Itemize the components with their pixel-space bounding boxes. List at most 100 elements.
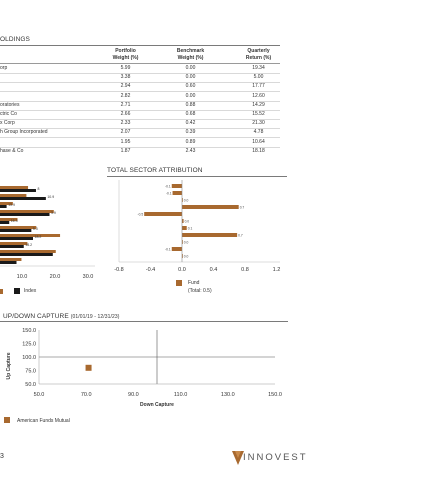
left-bar-fund xyxy=(0,242,28,245)
attribution-x-tick: 0.8 xyxy=(241,267,249,273)
brand-logo-icon xyxy=(232,451,244,465)
row-divider xyxy=(0,146,280,148)
holdings-title-rule xyxy=(0,45,280,46)
col-quarterly-return-label1: Quarterly xyxy=(247,48,270,54)
updown-legend-swatch xyxy=(4,417,10,423)
holding-name: orp xyxy=(0,65,8,71)
attribution-chart: -0.1 -0.1 0.0 0.7 -0.5 0.0 0.1 0.7 0.0 -0.1 0.0 -0… xyxy=(114,180,280,273)
col-portfolio-weight-header: Portfolio Weight (%) xyxy=(103,48,148,62)
holding-quarterly-return: 18.18 xyxy=(252,147,265,154)
holding-name: hase & Co xyxy=(0,147,24,154)
holding-portfolio-weight: 2.66 xyxy=(120,111,131,117)
updown-x-tick: 50.0 xyxy=(34,392,45,398)
row-divider xyxy=(0,72,280,74)
left-bar-index xyxy=(0,221,10,224)
col-quarterly-return-header: Quarterly Return (%) xyxy=(236,48,281,62)
left-x-tick: 20.0 xyxy=(50,274,61,280)
updown-y-tick: 100.0 xyxy=(22,355,36,361)
row-divider xyxy=(0,118,280,120)
holding-benchmark-weight: 0.60 xyxy=(185,83,196,90)
attribution-x-ticks: -0.8 -0.4 0.0 0.4 0.8 1.2 xyxy=(114,267,280,273)
attribution-bar-label: 0.7 xyxy=(240,205,245,209)
left-bar-label: 18.2 xyxy=(35,235,42,239)
holding-benchmark-weight: 0.00 xyxy=(185,65,196,71)
holding-portfolio-weight: 2.71 xyxy=(120,101,131,108)
attribution-bar-label: -0.1 xyxy=(165,184,171,188)
left-legend-index-swatch xyxy=(14,288,20,294)
left-bar-label: 18.2 xyxy=(25,243,32,247)
updown-x-ticks: 50.0 70.0 90.0 110.0 130.0 150.0 xyxy=(34,392,282,398)
row-divider xyxy=(0,128,280,130)
col-portfolio-weight-label2: Weight (%) xyxy=(112,54,139,61)
left-bar-index xyxy=(0,213,50,216)
updown-x-tick: 70.0 xyxy=(81,392,92,398)
updown-y-label: Up Capture xyxy=(6,352,12,379)
updown-subtitle: (01/01/19 - 12/31/23) xyxy=(70,314,120,320)
left-bar-fund xyxy=(0,202,13,205)
row-divider xyxy=(0,91,280,93)
updown-y-tick: 75.0 xyxy=(25,368,36,374)
left-bar-label: 16.3 xyxy=(11,219,18,223)
attribution-bar-label: -0.1 xyxy=(166,191,172,195)
updown-legend-label: American Funds Mutual xyxy=(17,418,70,424)
row-divider xyxy=(0,109,280,111)
holding-quarterly-return: 5.00 xyxy=(253,74,264,81)
col-portfolio-weight-label1: Portfolio xyxy=(115,48,136,54)
holding-benchmark-weight: 0.42 xyxy=(185,120,196,127)
col-benchmark-weight-header: Benchmark Weight (%) xyxy=(168,48,213,62)
left-bar-fund xyxy=(0,226,37,229)
updown-point-american-funds-mutual xyxy=(85,364,92,371)
attribution-title: TOTAL SECTOR ATTRIBUTION xyxy=(107,167,203,174)
left-bar-index xyxy=(0,189,36,192)
attribution-bar xyxy=(182,254,183,258)
left-bar-index xyxy=(0,253,53,256)
col-benchmark-weight-label1: Benchmark xyxy=(176,48,205,54)
left-bar-label: 13.9 xyxy=(8,203,15,207)
holding-portfolio-weight: 1.87 xyxy=(120,147,131,154)
updown-y-ticks: 150.0 125.0 100.0 75.0 50.0 xyxy=(22,328,36,388)
attribution-x-tick: 0.0 xyxy=(178,267,186,273)
holding-portfolio-weight: 2.33 xyxy=(120,120,131,127)
attribution-bar xyxy=(171,247,182,251)
attribution-legend-total: (Total: 0.5) xyxy=(188,288,212,294)
left-bar-fund xyxy=(0,234,61,237)
attribution-bar-label: -0.1 xyxy=(165,247,171,251)
holding-benchmark-weight: 0.68 xyxy=(185,111,196,117)
left-legend-fund-swatch xyxy=(0,289,3,294)
holding-benchmark-weight: 0.39 xyxy=(185,129,196,136)
attribution-x-tick: 1.2 xyxy=(273,267,281,273)
updown-x-tick: 110.0 xyxy=(174,392,187,398)
holding-portfolio-weight: 2.82 xyxy=(120,92,131,99)
holding-quarterly-return: 14.29 xyxy=(252,101,265,108)
attribution-bar-label: 0.0 xyxy=(184,240,189,244)
attribution-bar xyxy=(182,226,187,230)
col-benchmark-weight-label2: Weight (%) xyxy=(177,54,204,61)
left-bar-index xyxy=(0,261,17,264)
updown-x-label: Down Capture xyxy=(140,402,174,408)
left-bar-fund xyxy=(0,218,18,221)
holdings-title: OLDINGS xyxy=(0,36,30,43)
left-bar-fund xyxy=(0,186,29,189)
updown-chart: Up Capture 150.0 125.0 100.0 75.0 50.0 50.0 7… xyxy=(6,328,282,408)
updown-x-tick: 130.0 xyxy=(221,392,235,398)
left-bar-index xyxy=(0,205,7,208)
attribution-bar-label: 0.0 xyxy=(185,219,190,223)
left-legend-index-label: Index xyxy=(24,288,37,294)
updown-y-tick: 125.0 xyxy=(22,341,36,347)
updown-y-tick: 150.0 xyxy=(22,328,36,334)
holding-quarterly-return: 19.34 xyxy=(252,65,265,71)
holding-benchmark-weight: 0.00 xyxy=(185,92,196,99)
updown-title-text: UP/DOWN CAPTURE xyxy=(3,313,69,320)
col-quarterly-return-label2: Return (%) xyxy=(245,54,272,61)
left-bar-index xyxy=(0,197,46,200)
attribution-x-tick: -0.4 xyxy=(146,267,155,273)
holding-quarterly-return: 15.52 xyxy=(252,111,265,117)
attribution-bar-label: 0.0 xyxy=(184,254,189,258)
left-bar-fund xyxy=(0,194,27,197)
brand-name: INNOVEST xyxy=(243,452,308,463)
attribution-bar xyxy=(182,240,183,244)
attribution-bar xyxy=(172,191,182,195)
holding-portfolio-weight: 3.38 xyxy=(120,74,131,81)
holding-quarterly-return: 10.64 xyxy=(252,138,265,145)
holding-portfolio-weight: 2.07 xyxy=(120,129,131,136)
